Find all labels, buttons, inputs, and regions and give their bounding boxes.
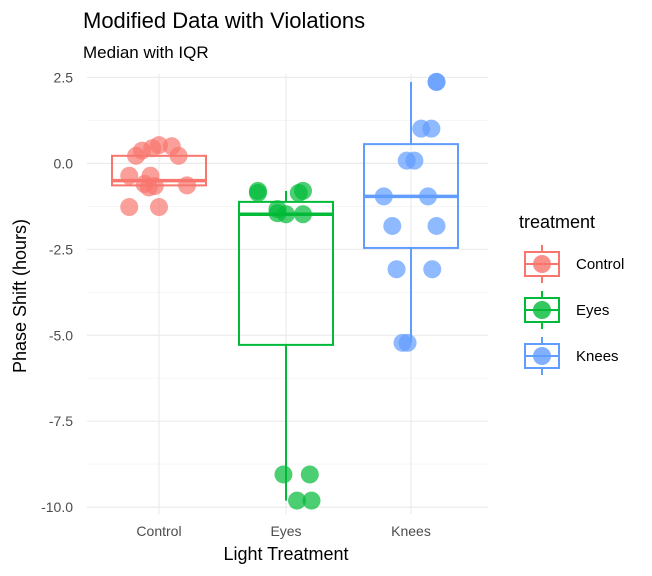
- y-tick-label: 0.0: [54, 155, 74, 171]
- data-point: [274, 465, 293, 484]
- data-point: [427, 72, 446, 91]
- legend-entry-control: Control: [524, 245, 624, 283]
- legend-entry-eyes: Eyes: [524, 291, 609, 329]
- data-point: [150, 198, 168, 217]
- data-point: [277, 205, 295, 224]
- y-tick-label: -2.5: [49, 241, 73, 257]
- data-point: [289, 183, 308, 202]
- data-point: [294, 205, 312, 224]
- legend-key-point: [533, 347, 551, 365]
- data-point: [374, 187, 393, 206]
- legend-label: Eyes: [576, 302, 609, 319]
- data-point: [120, 198, 139, 217]
- data-point: [127, 146, 146, 165]
- legend-entry-knees: Knees: [524, 337, 619, 375]
- legend-key-point: [533, 255, 551, 273]
- series-eyes: [248, 181, 321, 510]
- y-tick-label: -10.0: [41, 499, 73, 515]
- data-point: [300, 465, 319, 484]
- gridlines: [87, 74, 488, 514]
- legend: treatment Control Eyes Knees: [519, 212, 624, 375]
- series-knees: [374, 72, 446, 352]
- data-point: [169, 146, 188, 165]
- x-tick-label: Control: [136, 523, 181, 539]
- y-tick-label: -5.0: [49, 327, 73, 343]
- data-point: [139, 178, 158, 197]
- legend-title: treatment: [519, 212, 595, 232]
- legend-key-point: [533, 301, 551, 319]
- data-point: [120, 166, 139, 185]
- data-points: [120, 72, 446, 510]
- x-tick-label: Eyes: [270, 523, 301, 539]
- y-tick-label: 2.5: [54, 69, 74, 85]
- data-point: [387, 260, 406, 279]
- data-point: [422, 119, 441, 138]
- data-point: [423, 260, 442, 279]
- series-control: [120, 136, 197, 217]
- chart-subtitle: Median with IQR: [83, 43, 209, 62]
- legend-label: Knees: [576, 348, 619, 365]
- legend-label: Control: [576, 256, 624, 273]
- data-point: [178, 176, 197, 195]
- chart-title: Modified Data with Violations: [83, 8, 365, 33]
- data-point: [248, 183, 267, 202]
- x-tick-label: Knees: [391, 523, 431, 539]
- data-point: [288, 491, 307, 510]
- data-point: [302, 491, 321, 510]
- y-tick-label: -7.5: [49, 413, 73, 429]
- x-axis-title: Light Treatment: [223, 544, 348, 564]
- iqr-box: [238, 200, 334, 346]
- y-axis-title: Phase Shift (hours): [10, 219, 30, 373]
- data-point: [405, 151, 424, 170]
- axes: 2.5 0.0 -2.5 -5.0 -7.5 -10.0 Control Eyes Knees: [41, 69, 431, 539]
- data-point: [383, 216, 402, 235]
- data-point: [398, 333, 417, 352]
- data-point: [419, 187, 437, 206]
- data-point: [427, 216, 446, 235]
